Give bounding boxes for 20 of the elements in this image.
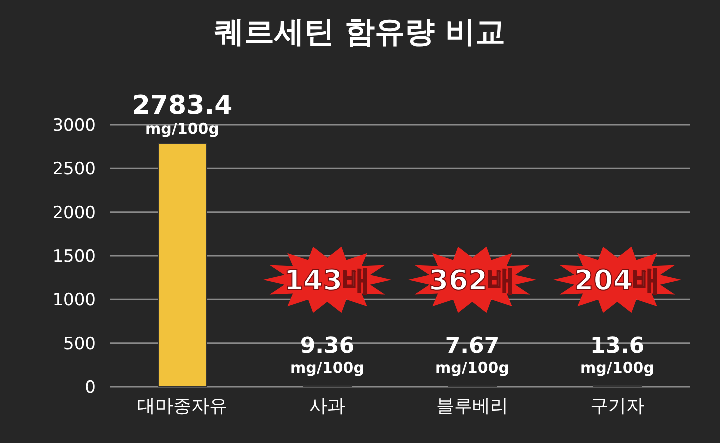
annotation: 143배 xyxy=(284,264,371,297)
x-tick-label: 블루베리 xyxy=(436,396,508,417)
x-tick-label: 대마종자유 xyxy=(138,396,228,417)
data-label: 9.36 mg/100g xyxy=(290,334,364,377)
annotation: 362배 xyxy=(429,264,516,297)
y-tick-label: 1000 xyxy=(52,290,96,311)
chart-title: 퀘르세틴 함유량 비교 xyxy=(214,15,506,50)
data-label: 7.67 mg/100g xyxy=(436,334,510,377)
y-tick-label: 1500 xyxy=(52,247,96,267)
y-tick-label: 0 xyxy=(85,378,96,398)
y-tick-label: 2500 xyxy=(52,160,96,180)
y-tick-label: 2000 xyxy=(52,203,96,224)
data-label: 13.6 mg/100g xyxy=(580,334,654,377)
annotation: 204배 xyxy=(574,264,661,297)
data-label: 2783.4 mg/100g xyxy=(132,90,233,138)
y-tick-label: 3000 xyxy=(52,116,96,136)
x-tick-label: 사과 xyxy=(310,396,346,417)
bar xyxy=(158,143,207,388)
x-tick-label: 구기자 xyxy=(590,396,644,417)
y-tick-label: 500 xyxy=(64,334,96,354)
